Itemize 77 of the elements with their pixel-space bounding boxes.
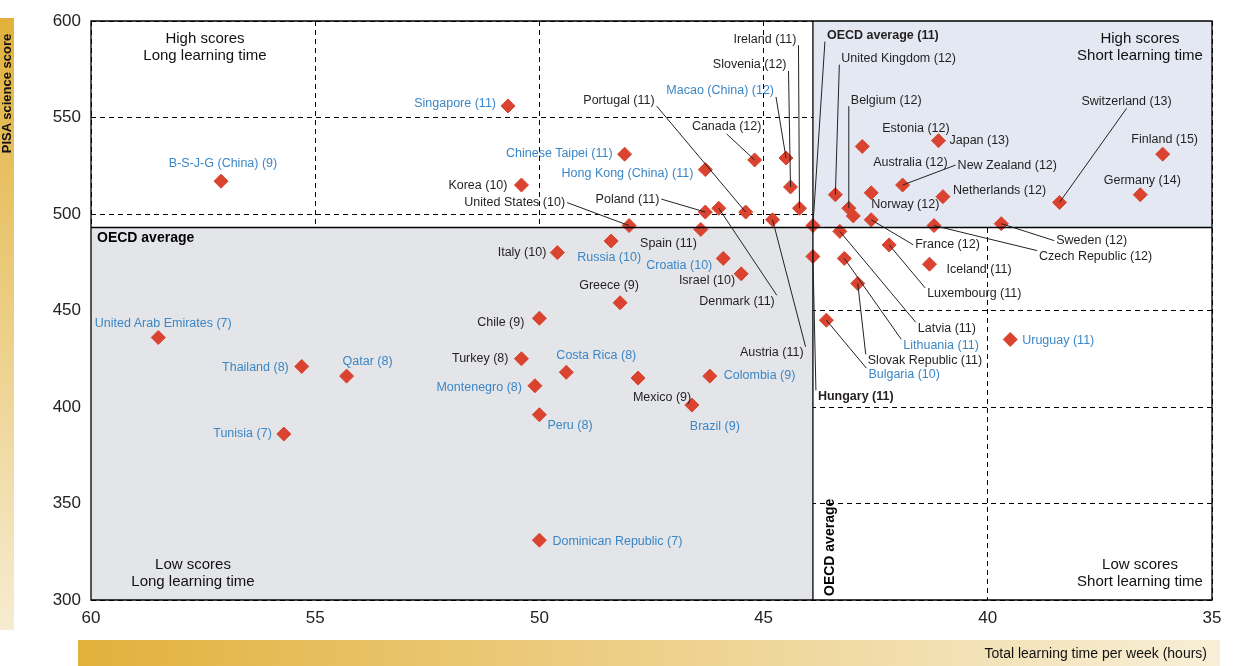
annotation: Estonia (12) — [882, 120, 950, 135]
y-tick-label: 450 — [52, 300, 81, 320]
annotation: Singapore (11) — [414, 96, 497, 111]
annotation: United States (10) — [464, 195, 566, 210]
annotation: Luxembourg (11) — [927, 286, 1022, 301]
annotation: Tunisia (7) — [213, 426, 272, 441]
y-tick-label: 600 — [52, 10, 81, 30]
annotation: Bulgaria (10) — [868, 366, 940, 381]
annotation: Denmark (11) — [699, 293, 775, 308]
annotation: Slovenia (12) — [712, 57, 787, 72]
annotation: Canada (12) — [691, 119, 762, 134]
annotation: High scores Short learning time — [1077, 28, 1203, 63]
annotation: Costa Rica (8) — [556, 347, 637, 362]
annotation: Slovak Republic (11) — [867, 352, 983, 367]
annotation: France (12) — [915, 237, 980, 252]
annotation: Israel (10) — [678, 273, 736, 288]
y-tick-label: 550 — [52, 107, 81, 127]
annotation: Greece (9) — [579, 278, 639, 293]
annotation: Hong Kong (China) (11) — [561, 166, 694, 181]
annotation: Netherlands (12) — [952, 183, 1047, 198]
annotation: Brazil (9) — [689, 418, 740, 433]
annotation: Germany (14) — [1103, 173, 1181, 188]
annotation: Croatia (10) — [646, 257, 713, 272]
annotation: Thailand (8) — [222, 359, 289, 374]
annotation: Iceland (11) — [946, 261, 1012, 276]
y-tick-label: 500 — [52, 203, 81, 223]
annotation: Sweden (12) — [1056, 233, 1128, 248]
y-tick-label: 300 — [52, 589, 81, 609]
annotation: Turkey (8) — [451, 351, 509, 366]
y-axis-title: PISA science score — [0, 33, 15, 153]
annotation: Czech Republic (12) — [1038, 249, 1153, 264]
annotation: Montenegro (8) — [436, 380, 522, 395]
ref-line-label: OECD average — [820, 498, 837, 596]
annotation: Qatar (8) — [342, 353, 393, 368]
x-tick-label: 50 — [529, 607, 549, 627]
ref-line-label: OECD average — [97, 229, 195, 246]
annotation: Dominican Republic (7) — [552, 533, 683, 548]
annotation: Chile (9) — [477, 314, 525, 329]
annotation: Portugal (11) — [583, 92, 655, 107]
x-tick-label: 45 — [754, 607, 774, 627]
annotation: Finland (15) — [1131, 131, 1199, 146]
annotation: Norway (12) — [871, 197, 940, 212]
annotation: Belgium (12) — [850, 92, 922, 107]
x-tick-label: 35 — [1202, 607, 1222, 627]
annotation: United Kingdom (12) — [841, 51, 956, 66]
annotation: High scores Long learning time — [143, 28, 267, 63]
annotation: Peru (8) — [547, 418, 593, 433]
annotation: Lithuania (11) — [903, 337, 979, 352]
annotation: Low scores Long learning time — [131, 554, 255, 589]
y-tick-label: 350 — [52, 493, 81, 513]
annotation: Ireland (11) — [733, 31, 797, 46]
annotation: Russia (10) — [577, 250, 642, 265]
x-tick-label: 55 — [305, 607, 325, 627]
annotation: OECD average (11) — [826, 28, 939, 43]
y-tick-label: 400 — [52, 396, 81, 416]
annotation: B-S-J-G (China) (9) — [168, 155, 278, 170]
annotation: Australia (12) — [873, 155, 948, 170]
annotation: Austria (11) — [739, 345, 804, 360]
annotation: Colombia (9) — [723, 367, 796, 382]
annotation: New Zealand (12) — [957, 157, 1057, 172]
annotation: Switzerland (13) — [1081, 93, 1172, 108]
annotation: Latvia (11) — [917, 320, 976, 335]
annotation: Mexico (9) — [632, 389, 692, 404]
x-tick-label: 40 — [978, 607, 998, 627]
annotation: United Arab Emirates (7) — [94, 315, 232, 330]
annotation: Korea (10) — [448, 177, 508, 192]
annotation: Spain (11) — [640, 235, 697, 250]
x-axis-title: Total learning time per week (hours) — [984, 645, 1207, 661]
annotation: Macao (China) (12) — [666, 83, 775, 98]
annotation: Uruguay (11) — [1022, 332, 1095, 347]
annotation: Chinese Taipei (11) — [506, 145, 613, 160]
annotation: Low scores Short learning time — [1077, 554, 1203, 589]
annotation: Japan (13) — [949, 133, 1010, 148]
annotation: Italy (10) — [497, 245, 547, 260]
x-tick-label: 60 — [81, 607, 101, 627]
annotation: Hungary (11) — [817, 388, 894, 403]
annotation: Poland (11) — [595, 191, 660, 206]
